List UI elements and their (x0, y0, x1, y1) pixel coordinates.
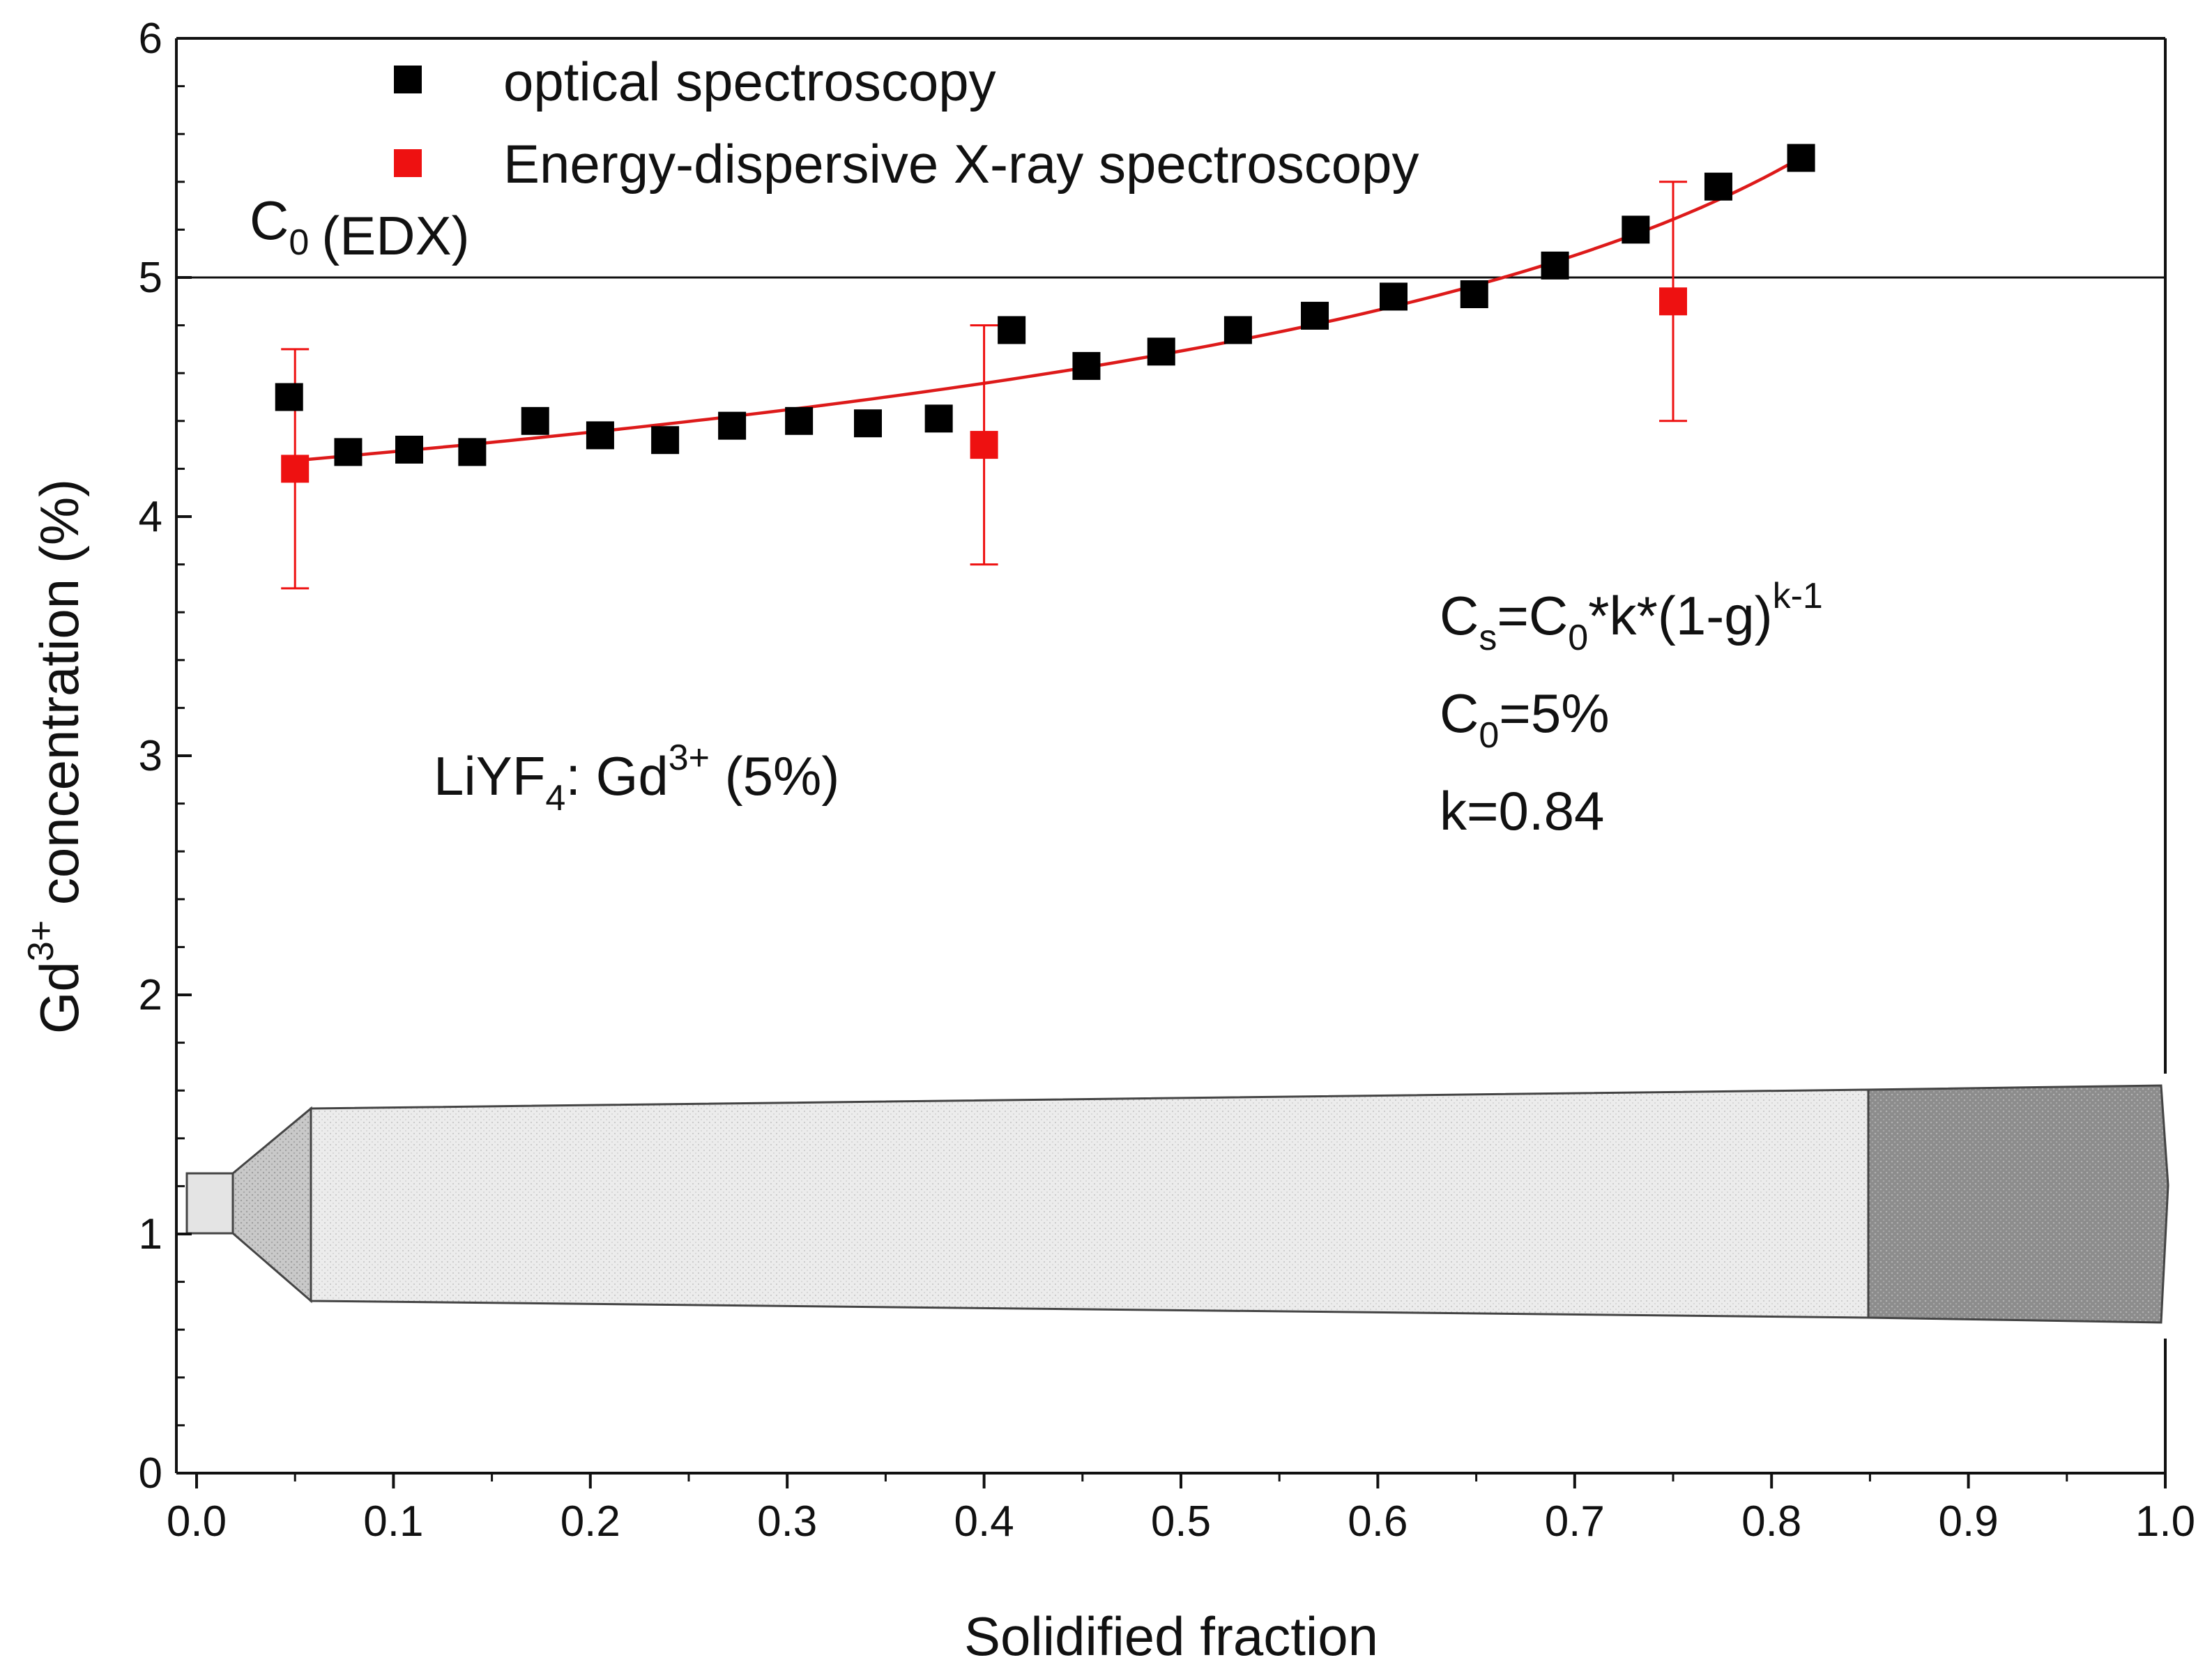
x-tick-label: 0.6 (1348, 1498, 1408, 1546)
y-tick-label: 0 (139, 1449, 162, 1498)
optical-point (785, 406, 814, 435)
x-tick-label: 0.4 (954, 1498, 1014, 1546)
material-annotation: LiYF4: Gd3+ (5%) (434, 738, 839, 818)
optical-point (1072, 351, 1101, 380)
optical-point (458, 438, 487, 466)
optical-point (275, 383, 303, 411)
optical-point (924, 404, 953, 433)
optical-point (1787, 144, 1815, 172)
y-tick-label: 3 (139, 732, 162, 780)
crystal-body (310, 1088, 1870, 1319)
optical-point (853, 409, 882, 438)
optical-point (395, 435, 423, 464)
optical-point (521, 406, 549, 435)
crystal-tail (1867, 1084, 2169, 1324)
optical-point (1379, 282, 1408, 311)
optical-point (1301, 301, 1329, 330)
x-tick-label: 0.1 (363, 1498, 423, 1546)
edx-error-bars (281, 181, 1687, 590)
seed-neck (185, 1172, 234, 1235)
optical-point (1704, 172, 1732, 201)
optical-point (1147, 337, 1175, 366)
y-axis-title: Gd3+ concentration (%) (21, 479, 90, 1034)
fit-curve (295, 155, 1802, 462)
x-tick-label: 1.0 (2135, 1498, 2195, 1546)
optical-series (275, 144, 1815, 466)
x-tick-label: 0.9 (1938, 1498, 1998, 1546)
y-tick-label: 4 (139, 493, 162, 541)
optical-point (334, 438, 363, 466)
fit-formula-annotation: Cs=C0*k*(1-g)k-1 (1440, 576, 1823, 658)
legend-label-edx: Energy-dispersive X-ray spectroscopy (503, 133, 1419, 195)
y-tick-label: 5 (139, 254, 162, 302)
x-tick-label: 0.0 (167, 1498, 227, 1546)
legend-marker-edx (394, 149, 422, 177)
crystal-boule-illustration (185, 1084, 2169, 1324)
y-tick-label: 2 (139, 971, 162, 1019)
optical-point (1622, 215, 1650, 244)
x-axis-title: Solidified fraction (964, 1606, 1378, 1667)
optical-point (998, 316, 1026, 344)
x-tick-label: 0.7 (1545, 1498, 1605, 1546)
legend-label-optical: optical spectroscopy (503, 51, 996, 112)
edx-series (281, 287, 1687, 483)
reference-line-label: C0 (EDX) (250, 190, 470, 266)
optical-point (1223, 316, 1252, 344)
optical-point (718, 411, 747, 440)
y-tick-label: 6 (139, 15, 162, 63)
x-tick-label: 0.2 (560, 1498, 620, 1546)
seed-cone (231, 1106, 312, 1304)
x-tick-label: 0.3 (757, 1498, 817, 1546)
optical-point (651, 426, 680, 455)
optical-point (1541, 251, 1569, 280)
x-tick-label: 0.8 (1741, 1498, 1801, 1546)
edx-point (1659, 287, 1687, 316)
legend: optical spectroscopy Energy-dispersive X… (394, 51, 1419, 195)
x-tick-label: 0.5 (1151, 1498, 1211, 1546)
optical-point (1460, 280, 1488, 309)
edx-point (281, 455, 310, 483)
y-axis: 0 1 2 3 4 5 6 (139, 15, 192, 1498)
y-tick-label: 1 (139, 1210, 162, 1258)
x-axis: 0.0 0.1 0.2 0.3 0.4 0.5 0.6 0.7 0.8 0.9 1.0 (167, 1473, 2195, 1546)
edx-point (970, 431, 998, 459)
k-annotation: k=0.84 (1440, 780, 1604, 841)
c0-annotation: C0=5% (1440, 683, 1610, 756)
legend-marker-optical (394, 66, 422, 93)
optical-point (586, 421, 614, 450)
